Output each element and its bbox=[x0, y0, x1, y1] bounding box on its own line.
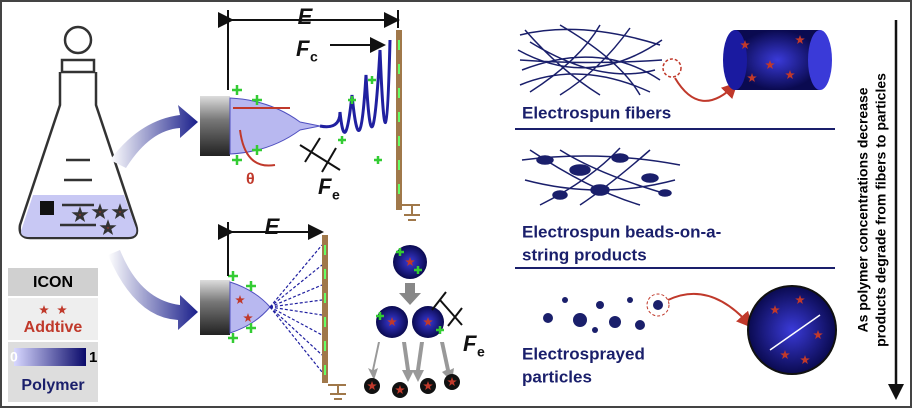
trend-text: As polymer concentrations decrease bbox=[855, 87, 871, 332]
shape bbox=[635, 320, 645, 330]
scale-max: 1 bbox=[89, 349, 97, 366]
shape bbox=[322, 235, 328, 383]
scale-min: 0 bbox=[10, 349, 18, 365]
shape bbox=[627, 297, 633, 303]
angle-label: θ bbox=[246, 171, 255, 188]
shape bbox=[642, 174, 658, 182]
shape bbox=[808, 30, 832, 90]
shape bbox=[653, 300, 663, 310]
shape bbox=[40, 201, 54, 215]
shape bbox=[573, 313, 587, 327]
shape bbox=[200, 96, 230, 156]
product-label: Electrosprayed bbox=[522, 344, 645, 363]
shape bbox=[62, 60, 94, 72]
distance-label: E bbox=[265, 214, 281, 239]
additive-label: Addtive bbox=[24, 319, 83, 336]
shape bbox=[612, 154, 628, 162]
shape bbox=[65, 27, 91, 53]
shape bbox=[591, 185, 609, 195]
product-label: particles bbox=[522, 367, 592, 386]
product-label: Electrospun beads-on-a- bbox=[522, 222, 721, 241]
legend-title: ICON bbox=[33, 274, 73, 291]
polymer-label: Polymer bbox=[21, 377, 84, 394]
shape bbox=[200, 280, 230, 335]
diagram: ICON Addtive 0 1 Polymer E F c F e θ E bbox=[0, 0, 912, 408]
shape bbox=[14, 348, 86, 366]
product-label: string products bbox=[522, 245, 647, 264]
trend-text: products degrade from fibers to particle… bbox=[873, 73, 889, 347]
shape bbox=[543, 313, 553, 323]
shape bbox=[553, 191, 567, 199]
shape bbox=[537, 156, 553, 164]
shape bbox=[570, 165, 590, 175]
coulomb-subscript: c bbox=[310, 49, 318, 65]
shape bbox=[659, 190, 671, 196]
shape bbox=[596, 301, 604, 309]
shape bbox=[735, 30, 820, 90]
electric-subscript: e bbox=[332, 187, 340, 203]
fiber-cylinder bbox=[723, 30, 832, 90]
shape bbox=[723, 30, 747, 90]
electric-symbol: F bbox=[463, 331, 477, 356]
legend: ICON Addtive 0 1 Polymer bbox=[8, 268, 98, 402]
shape bbox=[748, 286, 836, 374]
shape bbox=[609, 316, 621, 328]
product-label: Electrospun fibers bbox=[522, 103, 671, 122]
shape bbox=[592, 327, 598, 333]
electric-symbol: F bbox=[318, 174, 332, 199]
coulomb-symbol: F bbox=[296, 36, 310, 61]
electric-subscript: e bbox=[477, 344, 485, 360]
distance-label: E bbox=[298, 4, 314, 29]
shape bbox=[562, 297, 568, 303]
